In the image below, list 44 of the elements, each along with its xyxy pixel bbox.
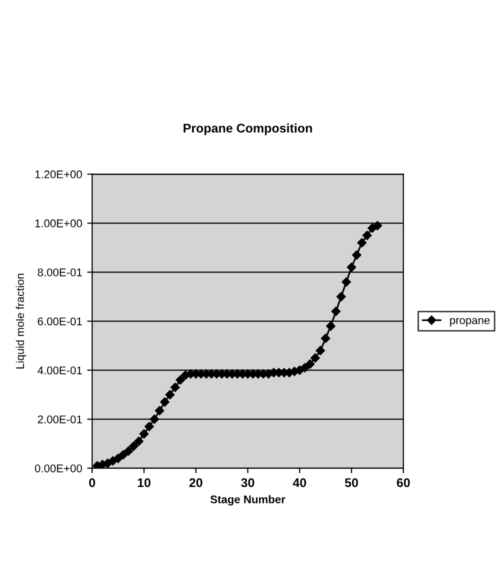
x-tick-label: 10 (138, 478, 150, 488)
point (129, 442, 138, 451)
point (170, 382, 180, 392)
point (144, 422, 154, 432)
point (134, 436, 144, 446)
point (300, 363, 310, 372)
y-tick-label: 4.00E-01 (38, 366, 82, 374)
x-tick-label: 30 (241, 478, 254, 488)
point (346, 262, 356, 272)
y-tick-label: 2.00E-01 (38, 415, 82, 424)
point (150, 414, 160, 424)
point (352, 250, 362, 260)
point (362, 230, 372, 240)
y-tick-label: 0.00E+00 (34, 464, 82, 472)
point (342, 277, 351, 287)
x-tick-label: 60 (396, 478, 410, 488)
x-tick-label: 20 (189, 478, 202, 488)
y-tick-label: 6.00E-01 (38, 317, 82, 326)
point (316, 346, 326, 356)
point (160, 397, 170, 407)
x-tick-label: 40 (292, 478, 306, 488)
legend-label: propane (450, 318, 490, 326)
point (326, 321, 336, 331)
x-tick-label: 0 (89, 478, 96, 488)
point (124, 446, 134, 456)
point (176, 375, 185, 385)
x-axis-title: Stage Number (210, 495, 286, 506)
point (331, 306, 341, 316)
y-tick-label: 1.00E+00 (35, 219, 82, 228)
point (320, 334, 330, 343)
point (336, 292, 346, 302)
point (165, 390, 175, 400)
y-tick-label: 8.00E-01 (38, 268, 82, 276)
point (372, 220, 382, 230)
x-tick-label: 50 (344, 478, 358, 488)
point (305, 359, 315, 369)
point (357, 238, 367, 248)
point (113, 454, 123, 464)
point (310, 353, 320, 363)
point (139, 429, 149, 439)
y-axis-title: Liquid mole fraction (16, 274, 26, 368)
y-tick-label: 1.20E+00 (35, 170, 82, 178)
point (154, 406, 164, 416)
chart-title: Propane Composition (184, 123, 312, 136)
